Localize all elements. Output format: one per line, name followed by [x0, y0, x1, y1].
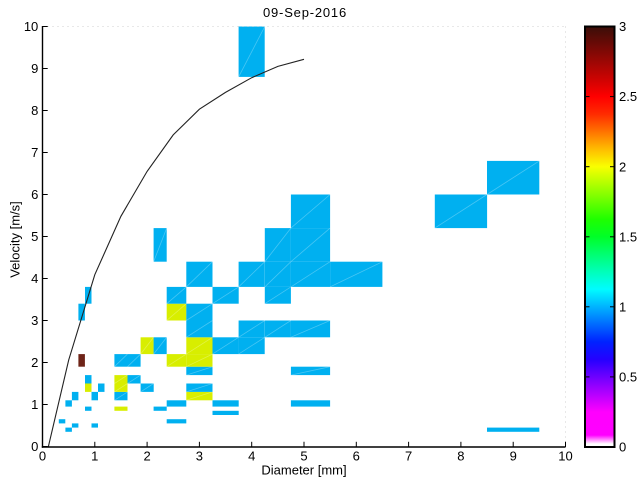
svg-text:3: 3 — [196, 449, 203, 464]
svg-text:2: 2 — [31, 355, 38, 370]
svg-text:5: 5 — [300, 449, 307, 464]
svg-text:Velocity [m/s]: Velocity [m/s] — [8, 201, 23, 278]
svg-text:2.5: 2.5 — [619, 89, 637, 104]
svg-text:09-Sep-2016: 09-Sep-2016 — [263, 5, 347, 20]
svg-text:5: 5 — [31, 229, 38, 244]
svg-text:6: 6 — [31, 187, 38, 202]
svg-text:8: 8 — [457, 449, 464, 464]
svg-text:1: 1 — [31, 397, 38, 412]
svg-text:4: 4 — [31, 271, 38, 286]
svg-text:2: 2 — [143, 449, 150, 464]
svg-text:4: 4 — [248, 449, 255, 464]
svg-text:7: 7 — [405, 449, 412, 464]
svg-text:9: 9 — [510, 449, 517, 464]
svg-text:8: 8 — [31, 103, 38, 118]
svg-text:1.5: 1.5 — [619, 229, 637, 244]
svg-text:10: 10 — [24, 19, 38, 34]
svg-text:0: 0 — [39, 449, 46, 464]
svg-text:0: 0 — [31, 439, 38, 454]
svg-text:2: 2 — [619, 159, 626, 174]
svg-text:0: 0 — [619, 440, 626, 455]
svg-text:9: 9 — [31, 61, 38, 76]
svg-text:6: 6 — [353, 449, 360, 464]
svg-text:7: 7 — [31, 145, 38, 160]
svg-text:1: 1 — [91, 449, 98, 464]
svg-text:3: 3 — [31, 313, 38, 328]
svg-text:1: 1 — [619, 299, 626, 314]
svg-text:Diameter [mm]: Diameter [mm] — [261, 462, 346, 477]
svg-text:3: 3 — [619, 19, 626, 34]
svg-text:10: 10 — [558, 449, 572, 464]
svg-text:0.5: 0.5 — [619, 370, 637, 385]
